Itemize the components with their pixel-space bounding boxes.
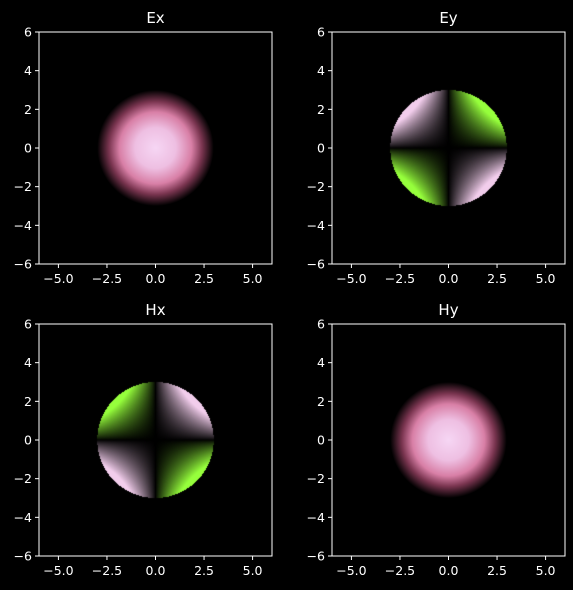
y-tick-label: −2 [14, 471, 32, 486]
x-tick-label: 2.5 [487, 271, 507, 286]
x-tick-label: 5.0 [536, 563, 556, 578]
y-tick-label: 0 [24, 141, 32, 156]
field-spot [97, 90, 214, 206]
y-tick-label: 6 [24, 25, 32, 40]
y-tick-label: 2 [317, 394, 325, 409]
field-spot [390, 382, 507, 498]
panel-title: Ey [439, 9, 457, 27]
y-tick-label: −4 [307, 218, 325, 233]
y-tick-label: 4 [317, 63, 325, 78]
y-tick-label: 4 [24, 63, 32, 78]
y-tick-label: 6 [24, 317, 32, 332]
field-quadrupole [39, 324, 272, 556]
panel-title: Hx [145, 301, 165, 319]
x-tick-label: 0.0 [146, 563, 166, 578]
x-tick-label: −5.0 [336, 563, 366, 578]
x-tick-label: 5.0 [536, 271, 556, 286]
x-tick-label: 0.0 [439, 563, 459, 578]
x-tick-label: −2.5 [385, 563, 415, 578]
y-tick-label: 4 [317, 355, 325, 370]
x-tick-label: −5.0 [43, 563, 73, 578]
y-tick-label: −4 [14, 510, 32, 525]
y-tick-label: 2 [24, 394, 32, 409]
panel-title: Hy [438, 301, 458, 319]
y-tick-label: 0 [317, 141, 325, 156]
x-tick-label: −2.5 [92, 271, 122, 286]
panel-hx: Hx −5.0 −2.5 0.0 2.5 5.0 −6 −4 −2 0 2 4 6 [14, 301, 272, 578]
y-tick-label: 0 [24, 433, 32, 448]
panel-hy: Hy −5.0 −2.5 0.0 2.5 5.0 −6 −4 −2 0 2 4 6 [307, 301, 565, 578]
y-tick-label: −2 [307, 471, 325, 486]
y-tick-label: −6 [14, 257, 32, 272]
y-tick-label: −6 [307, 549, 325, 564]
y-tick-label: 6 [317, 25, 325, 40]
x-tick-label: 0.0 [146, 271, 166, 286]
y-tick-label: 0 [317, 433, 325, 448]
x-tick-label: 2.5 [487, 563, 507, 578]
x-tick-label: 5.0 [243, 563, 263, 578]
x-tick-label: 2.5 [194, 271, 214, 286]
x-tick-label: −2.5 [92, 563, 122, 578]
x-tick-label: 5.0 [243, 271, 263, 286]
y-tick-label: −6 [307, 257, 325, 272]
y-tick-label: 2 [317, 102, 325, 117]
x-tick-label: 0.0 [439, 271, 459, 286]
x-tick-label: 2.5 [194, 563, 214, 578]
y-tick-label: 2 [24, 102, 32, 117]
x-tick-label: −5.0 [336, 271, 366, 286]
x-tick-label: −2.5 [385, 271, 415, 286]
y-tick-label: 4 [24, 355, 32, 370]
y-tick-label: −6 [14, 549, 32, 564]
y-tick-label: −4 [307, 510, 325, 525]
panel-title: Ex [146, 9, 164, 27]
y-tick-label: −2 [307, 179, 325, 194]
y-tick-label: −2 [14, 179, 32, 194]
field-quadrupole [332, 32, 565, 264]
x-tick-label: −5.0 [43, 271, 73, 286]
y-tick-label: 6 [317, 317, 325, 332]
panel-ey: Ey −5.0 −2.5 0.0 2.5 5.0 −6 −4 −2 0 2 4 6 [307, 9, 565, 286]
y-tick-label: −4 [14, 218, 32, 233]
panel-ex: Ex −5.0 −2.5 0.0 2.5 5.0 −6 −4 −2 0 2 4 6 [14, 9, 272, 286]
